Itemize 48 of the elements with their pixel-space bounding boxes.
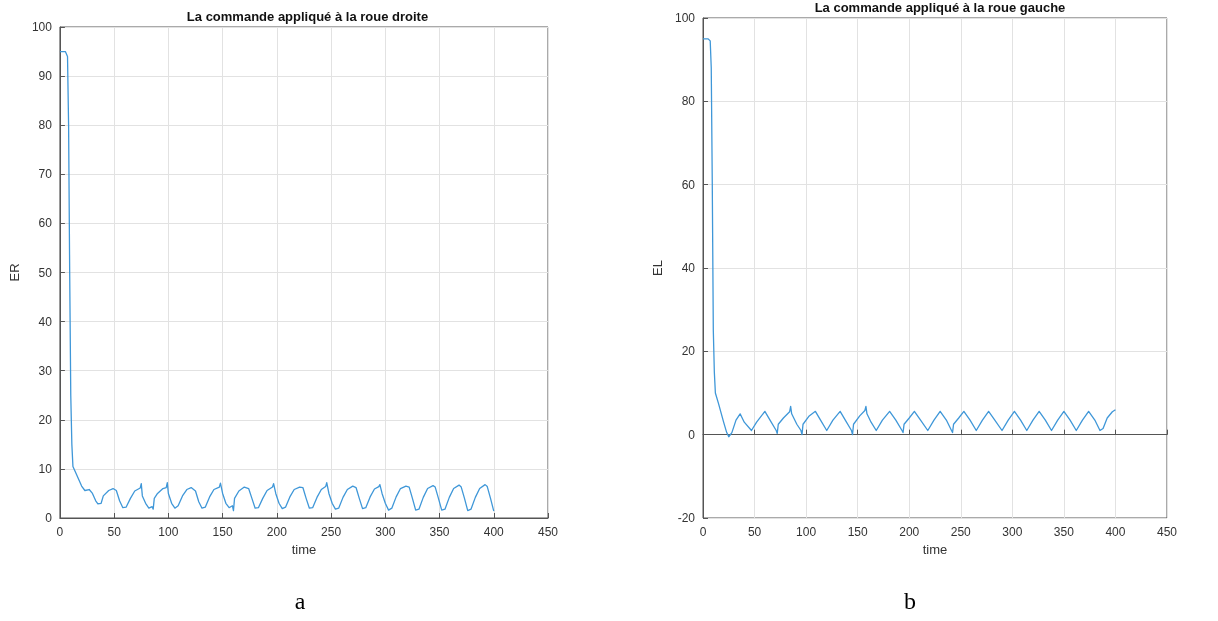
x-axis-title: time (922, 541, 948, 557)
y-tick-label: 80 (681, 94, 696, 109)
x-tick-label: 300 (1002, 525, 1023, 539)
line-series (702, 38, 1117, 438)
line-series (59, 50, 495, 512)
y-tick-label: 0 (45, 511, 53, 525)
y-tick-label: 10 (38, 461, 53, 476)
x-tick-label: 300 (375, 525, 396, 539)
y-tick-label: 60 (38, 216, 53, 231)
x-tick-label: 200 (266, 525, 288, 539)
x-tick-label: 400 (1105, 525, 1126, 539)
chart-title: La commande appliqué à la roue droite (186, 9, 429, 24)
x-axis-title: time (291, 541, 317, 557)
x-tick-label: 450 (1156, 525, 1178, 539)
x-tick-label: 150 (212, 525, 233, 539)
y-tick-label: -20 (677, 511, 696, 525)
y-axis-title: ER (7, 263, 22, 282)
y-tick-label: 20 (38, 412, 53, 427)
x-tick-label: 0 (56, 525, 64, 539)
y-tick-label: 80 (38, 118, 53, 133)
x-tick-label: 250 (950, 525, 972, 539)
y-tick-label: 100 (31, 20, 53, 34)
chart-title: La commande appliqué à la roue gauche (814, 0, 1066, 15)
text: a (293, 588, 307, 615)
y-tick-label: 20 (681, 344, 696, 359)
x-tick-label: 200 (899, 525, 920, 539)
y-tick-label: 60 (681, 177, 696, 192)
y-axis-title: EL (650, 260, 666, 276)
y-tick-label: 100 (674, 11, 696, 25)
x-tick-label: 100 (796, 525, 817, 539)
x-tick-label: 400 (483, 525, 505, 539)
x-tick-label: 150 (847, 525, 868, 539)
x-tick-label: 250 (321, 525, 342, 539)
y-tick-label: 90 (38, 69, 53, 84)
text: b (903, 588, 917, 615)
x-tick-label: 350 (1053, 525, 1075, 539)
y-tick-label: 0 (688, 427, 696, 442)
y-tick-label: 30 (38, 363, 53, 378)
y-tick-label: 70 (38, 167, 53, 182)
y-tick-label: 40 (38, 314, 53, 329)
x-tick-label: 350 (429, 525, 450, 539)
x-tick-label: 50 (747, 525, 762, 539)
x-tick-label: 450 (537, 525, 559, 539)
y-tick-label: 40 (681, 261, 696, 275)
y-tick-label: 50 (38, 265, 53, 280)
x-tick-label: 0 (699, 525, 707, 539)
x-tick-label: 100 (158, 525, 179, 539)
x-tick-label: 50 (107, 525, 122, 539)
